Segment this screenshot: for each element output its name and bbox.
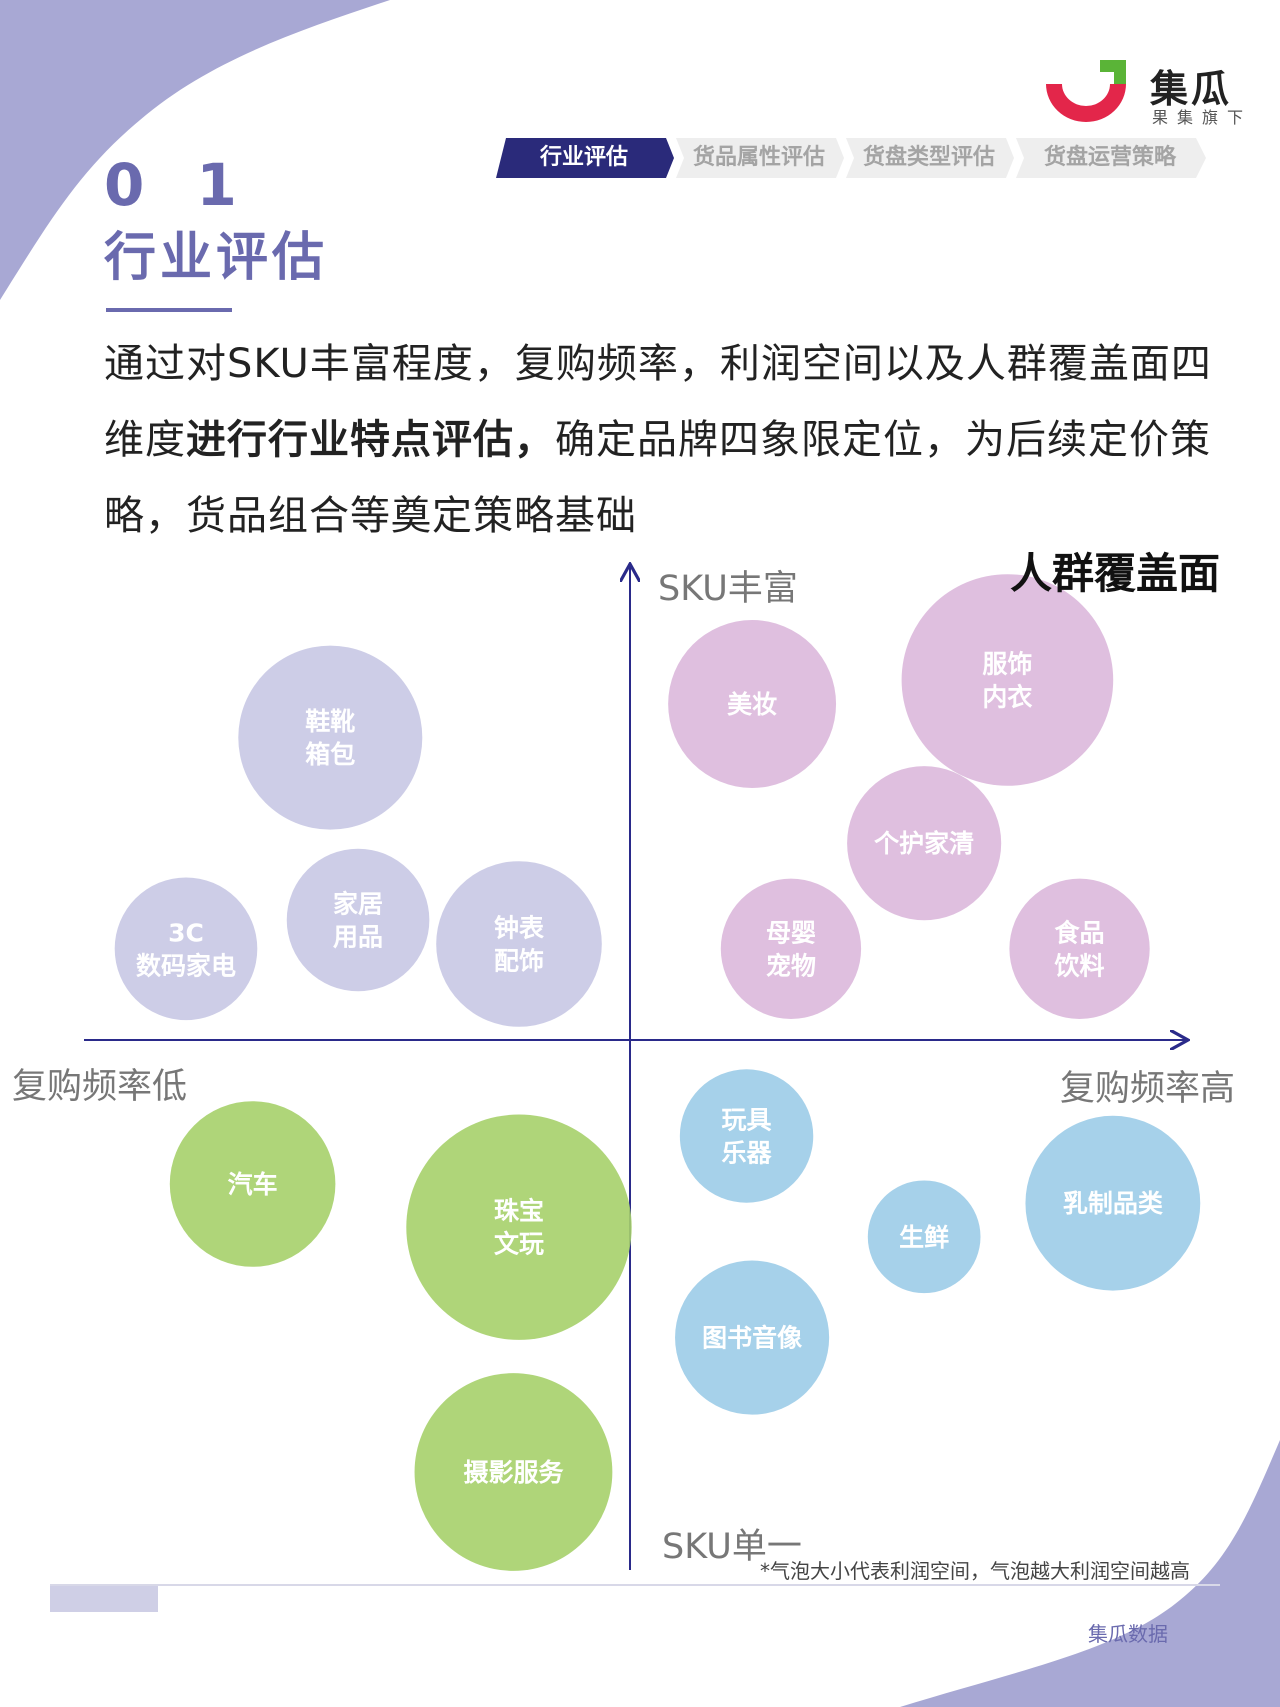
bubble-bottom-left-11 bbox=[414, 1373, 613, 1571]
bubble-top-left-2-label-0: 家居 bbox=[333, 890, 383, 919]
axis-label-repurchase-high: 复购频率高 bbox=[1060, 1069, 1236, 1109]
bubble-top-right-8-label-1: 饮料 bbox=[1054, 951, 1105, 980]
brand-tagline: 果集旗下 bbox=[1152, 108, 1253, 127]
footer-brand: 集瓜数据 bbox=[1088, 1622, 1168, 1646]
bubble-bottom-left-10-label-0: 珠宝 bbox=[494, 1197, 544, 1226]
intro-text-bold: 进行行业特点评估， bbox=[186, 417, 555, 463]
bubble-bottom-right-12-label-1: 乐器 bbox=[722, 1139, 773, 1168]
bubble-bottom-right-14 bbox=[1025, 1115, 1201, 1291]
bubble-top-right-7-label-0: 母婴 bbox=[766, 918, 816, 947]
bubble-top-left-3-label-0: 钟表 bbox=[494, 914, 545, 943]
tab-assortment-operation-strategy[interactable]: 货盘运营策略 bbox=[1043, 145, 1176, 170]
footer-divider bbox=[50, 1584, 1220, 1586]
bubble-bottom-right-12-label-0: 玩具 bbox=[722, 1106, 772, 1135]
brand-logo-icon bbox=[1046, 60, 1126, 122]
bubble-bottom-right-15-label-0: 图书音像 bbox=[702, 1324, 802, 1353]
intro-paragraph: 通过对SKU丰富程度，复购频率，利润空间以及人群覆盖面四维度进行行业特点评估，确… bbox=[104, 326, 1224, 554]
section-underline bbox=[106, 308, 232, 312]
bubble-bottom-right-13 bbox=[867, 1180, 981, 1294]
bubble-bottom-right-13-label-0: 生鲜 bbox=[899, 1223, 949, 1252]
bottom-right-blob bbox=[900, 1440, 1280, 1707]
top-left-blob bbox=[0, 0, 390, 300]
bubble-bottom-right-14-label-0: 乳制品类 bbox=[1063, 1189, 1164, 1218]
brand-name: 集瓜 bbox=[1150, 67, 1233, 111]
bubble-top-left-2-label-1: 用品 bbox=[333, 923, 383, 952]
bubble-bottom-left-11-label-0: 摄影服务 bbox=[463, 1458, 563, 1487]
bubble-top-left-1-label-1: 数码家电 bbox=[136, 951, 236, 980]
bubble-bottom-left-10 bbox=[406, 1114, 632, 1340]
bubble-bottom-right-15 bbox=[675, 1260, 830, 1415]
tab-industry-assessment[interactable]: 行业评估 bbox=[539, 145, 628, 170]
bubble-bottom-left-10-label-1: 文玩 bbox=[494, 1230, 544, 1259]
chart-footnote: *气泡大小代表利润空间，气泡越大利润空间越高 bbox=[760, 1559, 1190, 1583]
bubble-top-right-5-label-0: 服饰 bbox=[982, 650, 1032, 679]
bubble-bottom-left-9 bbox=[169, 1101, 336, 1267]
bubble-top-left-0-label-0: 鞋靴 bbox=[305, 707, 355, 736]
bubble-top-right-6-label-0: 个护家清 bbox=[874, 829, 974, 858]
bubble-top-right-8 bbox=[1009, 878, 1150, 1019]
tab-shapes bbox=[496, 138, 1206, 178]
bubble-top-right-7-label-1: 宠物 bbox=[766, 951, 816, 980]
bubble-top-left-3 bbox=[436, 861, 602, 1027]
section-number: 0 1 bbox=[104, 151, 253, 219]
bubble-top-right-7 bbox=[720, 878, 862, 1019]
axis-label-repurchase-low: 复购频率低 bbox=[12, 1067, 188, 1107]
tab-product-attribute-assessment[interactable]: 货品属性评估 bbox=[692, 145, 825, 170]
bubble-top-left-0-label-1: 箱包 bbox=[305, 740, 355, 769]
bubble-top-right-5 bbox=[901, 574, 1114, 786]
bubble-top-right-4 bbox=[668, 620, 837, 788]
bubble-legend-title: 人群覆盖面 bbox=[1010, 549, 1221, 598]
bubble-top-left-1-label-0: 3C bbox=[168, 918, 204, 947]
bubble-top-left-3-label-1: 配饰 bbox=[494, 947, 544, 976]
bubble-bottom-left-9-label-0: 汽车 bbox=[228, 1170, 278, 1199]
footer-accent-block bbox=[50, 1586, 158, 1612]
bubble-top-right-5-label-1: 内衣 bbox=[982, 683, 1032, 712]
tab-assortment-type-assessment[interactable]: 货盘类型评估 bbox=[862, 145, 995, 170]
brand-logo: 集瓜 果集旗下 bbox=[1040, 56, 1260, 127]
intro-text-2: 确定品牌四象限定位，为后续定价策略，货品组合等奠定策略基础 bbox=[104, 417, 1211, 539]
section-title: 行业评估 bbox=[104, 228, 329, 288]
bubble-top-right-6 bbox=[847, 766, 1002, 921]
bubble-top-right-4-label-0: 美妆 bbox=[727, 690, 777, 719]
bubble-top-left-0 bbox=[238, 645, 423, 830]
bubble-top-right-8-label-0: 食品 bbox=[1055, 918, 1105, 947]
bubble-top-left-1 bbox=[114, 877, 258, 1021]
intro-text-1: 通过对SKU丰富程度，复购频率，利润空间以及人群覆盖面四维度 bbox=[104, 341, 1212, 463]
bubble-top-left-2 bbox=[286, 848, 430, 992]
axis-label-sku-rich: SKU丰富 bbox=[658, 569, 798, 609]
bubble-bottom-right-12 bbox=[679, 1069, 814, 1203]
axis-label-sku-single: SKU单一 bbox=[662, 1527, 802, 1567]
